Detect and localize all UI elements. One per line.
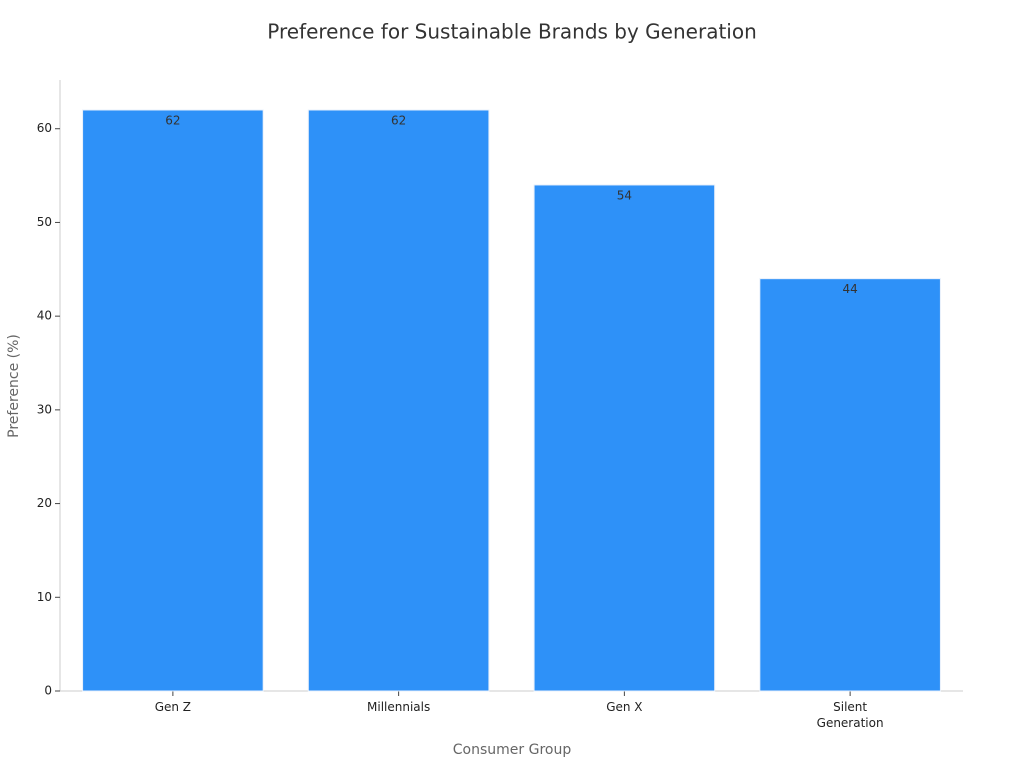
y-tick-label: 20: [37, 496, 52, 510]
bar: [82, 109, 264, 692]
value-label: 62: [165, 113, 180, 127]
bar: [533, 184, 716, 692]
y-tick-label: 50: [37, 215, 52, 229]
x-tick-label: Gen Z: [154, 700, 192, 714]
value-label: 62: [391, 113, 406, 127]
y-tick-label: 40: [37, 309, 52, 323]
x-axis-label: Consumer Group: [453, 742, 572, 758]
y-tick-label: 30: [37, 402, 52, 416]
y-tick-label: 0: [44, 684, 52, 698]
y-tick-label: 10: [37, 590, 52, 604]
bar: [759, 278, 941, 692]
x-tick-label: Millennials: [367, 700, 431, 714]
bar: [307, 109, 490, 692]
value-label: 44: [842, 282, 857, 296]
value-label: 54: [617, 188, 632, 202]
x-tick-label: Gen X: [606, 700, 643, 714]
chart-title: Preference for Sustainable Brands by Gen…: [267, 20, 757, 44]
y-axis-label: Preference (%): [6, 334, 22, 438]
x-tick-label: Silent Generation: [816, 700, 884, 730]
y-tick-label: 60: [37, 121, 52, 135]
